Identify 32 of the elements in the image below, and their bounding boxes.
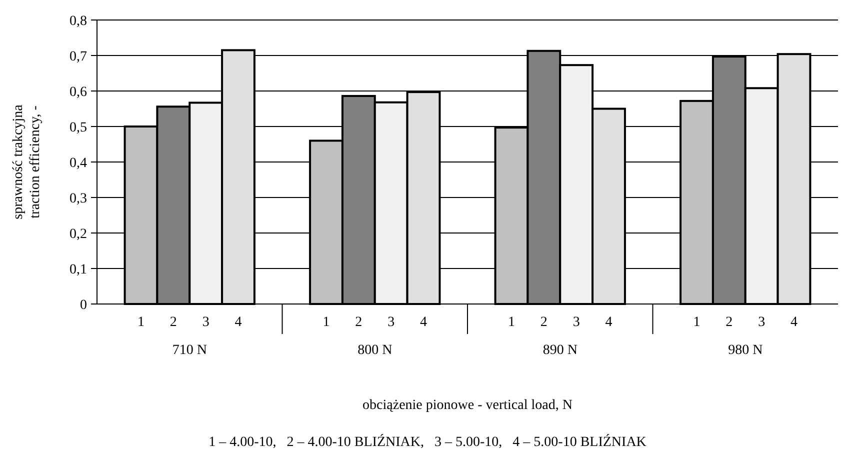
text: 1 – 4.00-10, 2 – 4.00-10 BLIŹNIAK, 3 – 5.00-10, 4 – 5.00-10 BLIŹNIAK <box>208 433 646 450</box>
y-tick-label: 0,5 <box>70 120 87 136</box>
series-label: 3 <box>202 315 210 330</box>
x-tick-label: 800 N <box>358 343 392 358</box>
text: 3 <box>572 315 580 330</box>
text: 1 <box>322 315 330 330</box>
y-tick-label: 0,4 <box>70 156 87 171</box>
x-tick-label: 890 N <box>542 343 578 358</box>
text: 3 <box>758 315 766 330</box>
y-tick-label: 0 <box>80 298 87 313</box>
y-tick-label: 0,8 <box>70 14 87 29</box>
y-axis-title: sprawność trakcyjna traction efficiency, - <box>11 104 43 220</box>
series-label: 2 <box>170 315 177 330</box>
text: 2 <box>540 315 548 330</box>
text: 4 <box>605 315 612 330</box>
text: 2 <box>355 315 362 330</box>
text: 4 <box>790 315 798 330</box>
y-tick-label: 0,6 <box>70 84 87 100</box>
y-tick-label: 0,1 <box>70 262 87 278</box>
y-tick-label: 0,3 <box>70 191 87 206</box>
text: 1 <box>693 315 700 330</box>
x-axis-title: obciążenie pionowe - vertical load, N <box>362 398 572 413</box>
y-tick-label: 0,7 <box>70 49 87 64</box>
y-tick-label: 0,2 <box>70 226 87 242</box>
text: 1 <box>508 315 515 330</box>
x-tick-label: 980 N <box>728 343 763 358</box>
text: 4 <box>420 315 428 330</box>
series-label: 1 <box>137 315 144 330</box>
x-tick-label: 710 N <box>172 343 207 358</box>
text: 3 <box>388 315 395 330</box>
text: 2 <box>726 315 733 330</box>
series-label: 4 <box>234 315 242 330</box>
